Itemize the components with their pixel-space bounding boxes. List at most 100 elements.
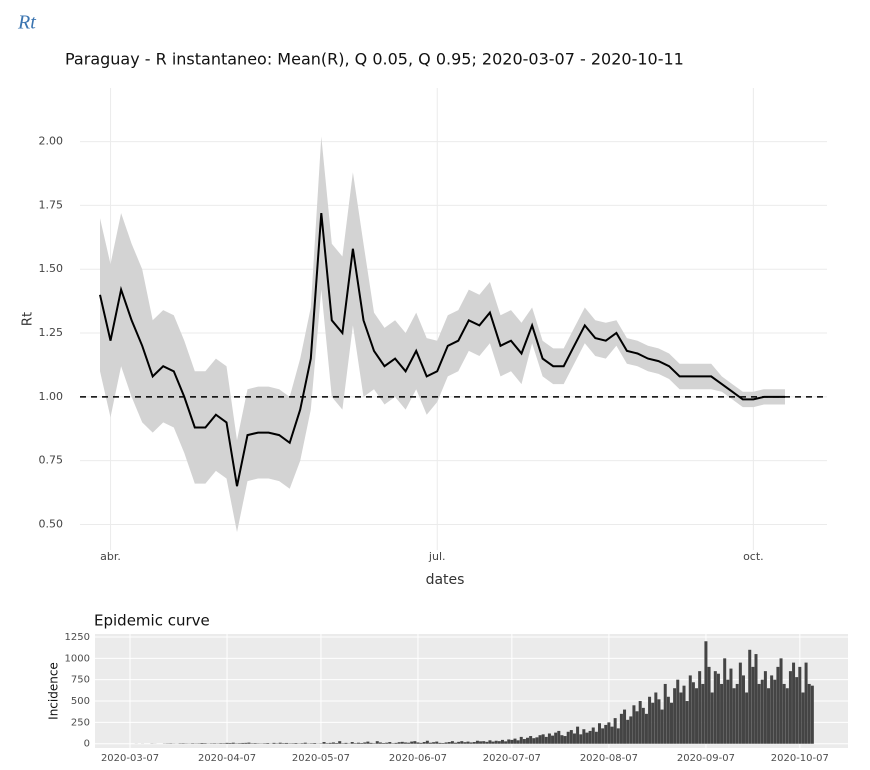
bar [716, 673, 720, 744]
chart-title: Paraguay - R instantaneo: Mean(R), Q 0.0… [65, 50, 684, 69]
bar [519, 736, 523, 744]
bar [607, 722, 611, 744]
bar [432, 742, 436, 744]
bar [238, 743, 242, 744]
bar [472, 742, 476, 744]
bar [635, 711, 639, 744]
bar [253, 743, 257, 744]
bar [435, 741, 439, 744]
x-tick-label: 2020-07-07 [483, 753, 541, 764]
bar [482, 741, 486, 744]
bar [726, 679, 730, 744]
y-tick-label: 1.00 [39, 390, 64, 403]
bar [563, 736, 567, 744]
bar [754, 654, 758, 744]
bar [704, 641, 708, 744]
bar [507, 739, 511, 744]
bar [457, 741, 461, 744]
bar [394, 742, 398, 744]
bar [504, 741, 508, 744]
bar [698, 671, 702, 744]
bar [447, 742, 451, 744]
bar [413, 741, 417, 744]
bar [325, 743, 329, 744]
bar [513, 738, 517, 744]
bar [792, 662, 796, 744]
x-tick-label: abr. [100, 550, 121, 563]
bar [757, 683, 761, 744]
bar [729, 668, 733, 744]
chart-title: Epidemic curve [94, 612, 210, 630]
bar [388, 742, 392, 744]
y-tick-label: 0.50 [39, 517, 64, 530]
bar [266, 743, 270, 744]
bar [407, 742, 411, 744]
bar [641, 707, 645, 744]
bar [738, 662, 742, 744]
bar [360, 743, 364, 744]
bar [378, 742, 382, 744]
bar [695, 688, 699, 744]
bar [494, 740, 498, 744]
bar [526, 737, 530, 744]
bar [397, 742, 401, 744]
bar [785, 688, 789, 744]
bar [682, 685, 686, 744]
bar [419, 742, 423, 744]
bar [228, 743, 232, 744]
bar [713, 671, 717, 744]
bar [776, 666, 780, 744]
bar [497, 741, 501, 744]
bar [770, 675, 774, 744]
bar [344, 742, 348, 744]
bar [579, 734, 583, 744]
bar [200, 743, 204, 744]
bar [225, 742, 229, 744]
bar [735, 683, 739, 744]
bar [369, 742, 373, 744]
y-tick-label: 500 [71, 696, 90, 707]
x-tick-label: 2020-03-07 [101, 753, 159, 764]
bar [247, 742, 251, 744]
bar [441, 743, 445, 744]
bar [313, 743, 317, 744]
bar [673, 688, 677, 744]
bar [410, 741, 414, 744]
bar [767, 688, 771, 744]
bar [807, 683, 811, 744]
bar [350, 742, 354, 744]
confidence-band [100, 136, 785, 533]
bar [450, 741, 454, 744]
bar [795, 677, 799, 744]
bar [428, 742, 432, 744]
bar [760, 679, 764, 744]
bar [385, 742, 389, 744]
bar [569, 730, 573, 744]
bar [438, 742, 442, 744]
bar [751, 666, 755, 744]
y-tick-label: 0 [84, 739, 90, 750]
bar [619, 713, 623, 744]
bar [560, 735, 564, 744]
bar [798, 666, 802, 744]
mean-line [99, 213, 785, 487]
bar [382, 743, 386, 744]
bar [810, 685, 814, 744]
bar [591, 727, 595, 744]
bar [582, 729, 586, 744]
bar [422, 742, 426, 744]
bar [303, 742, 307, 744]
bar [685, 701, 689, 744]
bar [576, 726, 580, 744]
bar [547, 733, 551, 744]
bar [644, 713, 648, 744]
bar [710, 692, 714, 744]
bar [688, 675, 692, 744]
x-tick-label: 2020-09-07 [677, 753, 735, 764]
x-tick-label: 2020-10-07 [771, 753, 829, 764]
bar [616, 728, 620, 744]
x-tick-label: 2020-06-07 [389, 753, 447, 764]
bar [469, 742, 473, 744]
bar [510, 739, 514, 744]
